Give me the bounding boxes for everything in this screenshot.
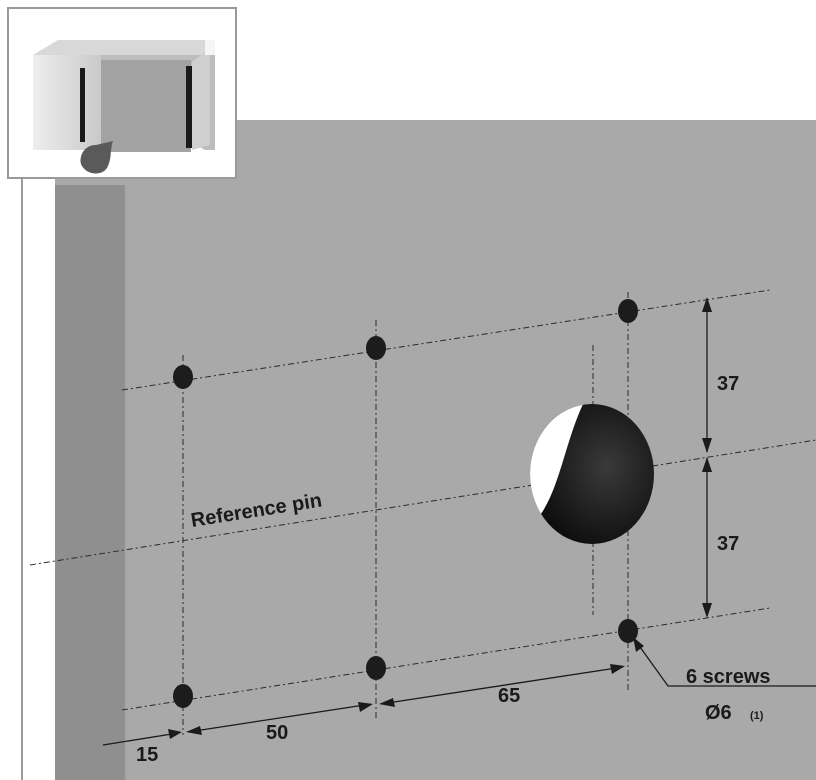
screw-hole (366, 336, 386, 360)
dim-37-bottom: 37 (717, 533, 739, 555)
screw-hole (366, 656, 386, 680)
dim-37-top: 37 (717, 373, 739, 395)
screw-diameter-label: Ø6 (705, 702, 732, 724)
dim-50: 50 (266, 722, 288, 744)
center-hole (530, 404, 654, 544)
inset-thumbnail (7, 7, 237, 179)
door-panel (55, 120, 816, 780)
horizontal-dimensions (102, 637, 816, 746)
screw-hole (173, 365, 193, 389)
screw-holes (173, 299, 638, 708)
vertical-dimensions (702, 297, 712, 618)
dim-65: 65 (498, 685, 520, 707)
screws-label: 6 screws (686, 666, 771, 688)
dim-15: 15 (136, 744, 158, 766)
screw-hole (618, 299, 638, 323)
pin-marker (80, 141, 113, 174)
footnote-ref: (1) (750, 710, 764, 722)
screw-hole (173, 684, 193, 708)
